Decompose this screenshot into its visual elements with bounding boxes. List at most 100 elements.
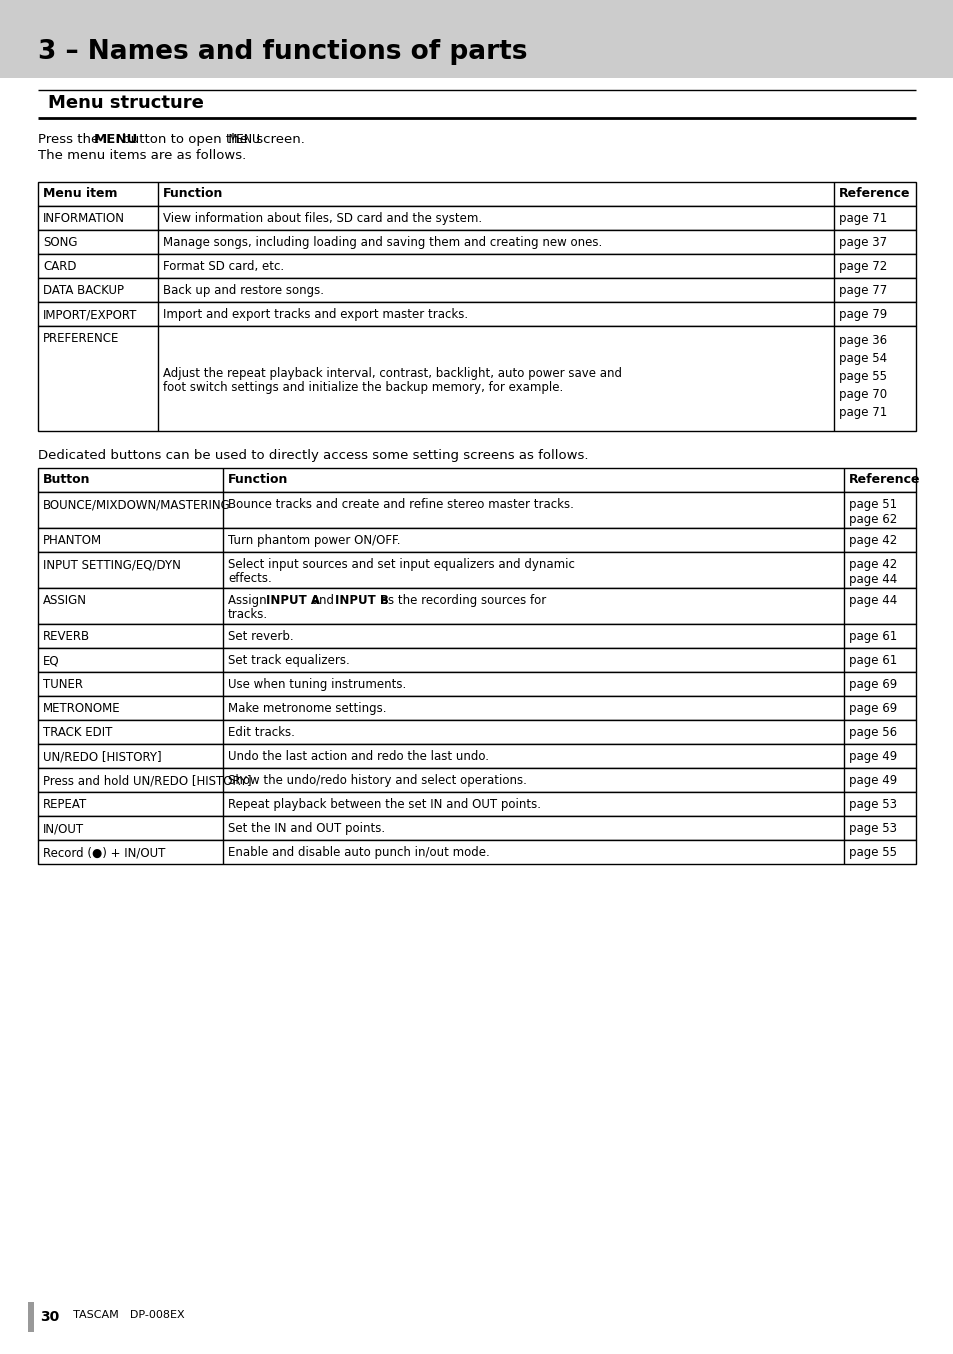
- Text: Make metronome settings.: Make metronome settings.: [228, 701, 386, 715]
- Text: Reference: Reference: [848, 473, 920, 486]
- Text: DATA BACKUP: DATA BACKUP: [43, 284, 124, 297]
- Text: TUNER: TUNER: [43, 678, 83, 691]
- Text: page 54: page 54: [838, 352, 886, 366]
- Bar: [38, 649, 915, 672]
- Text: Record (●) + IN/OUT: Record (●) + IN/OUT: [43, 846, 165, 858]
- Bar: [38, 181, 915, 206]
- Text: page 71: page 71: [838, 406, 886, 418]
- Text: Turn phantom power ON/OFF.: Turn phantom power ON/OFF.: [228, 533, 400, 547]
- Text: Select input sources and set input equalizers and dynamic: Select input sources and set input equal…: [228, 558, 575, 571]
- Text: effects.: effects.: [228, 571, 272, 585]
- Text: page 53: page 53: [848, 798, 896, 811]
- Text: Function: Function: [228, 473, 288, 486]
- Text: Import and export tracks and export master tracks.: Import and export tracks and export mast…: [163, 307, 468, 321]
- Text: page 70: page 70: [838, 389, 886, 401]
- Text: Reference: Reference: [838, 187, 909, 200]
- Text: page 37: page 37: [838, 236, 886, 249]
- Bar: [38, 302, 915, 326]
- Text: page 72: page 72: [838, 260, 886, 274]
- Text: 3 – Names and functions of parts: 3 – Names and functions of parts: [38, 39, 527, 65]
- Text: page 61: page 61: [848, 654, 897, 668]
- Text: EQ: EQ: [43, 654, 59, 668]
- Text: PHANTOM: PHANTOM: [43, 533, 102, 547]
- Text: page 71: page 71: [838, 213, 886, 225]
- Bar: [38, 792, 915, 816]
- Text: Set track equalizers.: Set track equalizers.: [228, 654, 350, 668]
- Text: IN/OUT: IN/OUT: [43, 822, 84, 835]
- Bar: [38, 624, 915, 649]
- Text: Press and hold UN/REDO [HISTORY]: Press and hold UN/REDO [HISTORY]: [43, 774, 252, 787]
- Bar: [38, 816, 915, 839]
- Bar: [28, 1303, 34, 1332]
- Text: page 61: page 61: [848, 630, 897, 643]
- Text: MENU: MENU: [229, 133, 260, 146]
- Bar: [38, 720, 915, 743]
- Text: page 55: page 55: [848, 846, 896, 858]
- Bar: [38, 230, 915, 255]
- Text: page 49: page 49: [848, 774, 897, 787]
- Text: INFORMATION: INFORMATION: [43, 213, 125, 225]
- Bar: [38, 528, 915, 552]
- Text: Dedicated buttons can be used to directly access some setting screens as follows: Dedicated buttons can be used to directl…: [38, 450, 588, 462]
- Text: TASCAM DP-008EX: TASCAM DP-008EX: [62, 1311, 185, 1320]
- Text: INPUT A: INPUT A: [266, 594, 319, 607]
- Bar: [38, 672, 915, 696]
- Text: The menu items are as follows.: The menu items are as follows.: [38, 149, 246, 162]
- Text: Undo the last action and redo the last undo.: Undo the last action and redo the last u…: [228, 750, 489, 764]
- Text: CARD: CARD: [43, 260, 76, 274]
- Text: ASSIGN: ASSIGN: [43, 594, 87, 607]
- Text: page 49: page 49: [848, 750, 897, 764]
- Bar: [38, 326, 915, 431]
- Text: Show the undo/redo history and select operations.: Show the undo/redo history and select op…: [228, 774, 526, 787]
- Text: page 36: page 36: [838, 334, 886, 347]
- Text: Set reverb.: Set reverb.: [228, 630, 294, 643]
- Text: Format SD card, etc.: Format SD card, etc.: [163, 260, 284, 274]
- Text: Manage songs, including loading and saving them and creating new ones.: Manage songs, including loading and savi…: [163, 236, 601, 249]
- Text: page 42: page 42: [848, 558, 897, 571]
- Text: page 69: page 69: [848, 701, 897, 715]
- Text: tracks.: tracks.: [228, 608, 268, 620]
- Text: Menu structure: Menu structure: [48, 93, 204, 112]
- Text: MENU: MENU: [93, 133, 137, 146]
- Bar: [38, 278, 915, 302]
- Text: page 55: page 55: [838, 370, 886, 383]
- Bar: [38, 768, 915, 792]
- Text: as the recording sources for: as the recording sources for: [376, 594, 545, 607]
- Text: page 56: page 56: [848, 726, 896, 739]
- Text: page 51: page 51: [848, 498, 896, 510]
- Text: button to open the: button to open the: [118, 133, 252, 146]
- Bar: [0, 0, 953, 79]
- Text: page 62: page 62: [848, 513, 897, 525]
- Text: Adjust the repeat playback interval, contrast, backlight, auto power save and: Adjust the repeat playback interval, con…: [163, 367, 621, 380]
- Bar: [38, 468, 915, 492]
- Text: IMPORT/EXPORT: IMPORT/EXPORT: [43, 307, 137, 321]
- Text: BOUNCE/MIXDOWN/MASTERING: BOUNCE/MIXDOWN/MASTERING: [43, 498, 231, 510]
- Text: page 44: page 44: [848, 573, 897, 586]
- Text: foot switch settings and initialize the backup memory, for example.: foot switch settings and initialize the …: [163, 380, 562, 394]
- Text: screen.: screen.: [253, 133, 305, 146]
- Text: Press the: Press the: [38, 133, 103, 146]
- Text: Enable and disable auto punch in/out mode.: Enable and disable auto punch in/out mod…: [228, 846, 489, 858]
- Text: INPUT B: INPUT B: [335, 594, 388, 607]
- Text: page 44: page 44: [848, 594, 897, 607]
- Bar: [38, 492, 915, 528]
- Text: Back up and restore songs.: Back up and restore songs.: [163, 284, 324, 297]
- Text: UN/REDO [HISTORY]: UN/REDO [HISTORY]: [43, 750, 161, 764]
- Bar: [38, 839, 915, 864]
- Text: PREFERENCE: PREFERENCE: [43, 332, 119, 345]
- Text: REPEAT: REPEAT: [43, 798, 87, 811]
- Text: Repeat playback between the set IN and OUT points.: Repeat playback between the set IN and O…: [228, 798, 540, 811]
- Text: page 53: page 53: [848, 822, 896, 835]
- Bar: [38, 206, 915, 230]
- Bar: [38, 552, 915, 588]
- Text: Edit tracks.: Edit tracks.: [228, 726, 294, 739]
- Text: page 77: page 77: [838, 284, 886, 297]
- Text: METRONOME: METRONOME: [43, 701, 120, 715]
- Bar: [38, 588, 915, 624]
- Text: page 42: page 42: [848, 533, 897, 547]
- Text: TRACK EDIT: TRACK EDIT: [43, 726, 112, 739]
- Text: View information about files, SD card and the system.: View information about files, SD card an…: [163, 213, 481, 225]
- Text: Function: Function: [163, 187, 223, 200]
- Text: Bounce tracks and create and refine stereo master tracks.: Bounce tracks and create and refine ster…: [228, 498, 574, 510]
- Text: Set the IN and OUT points.: Set the IN and OUT points.: [228, 822, 385, 835]
